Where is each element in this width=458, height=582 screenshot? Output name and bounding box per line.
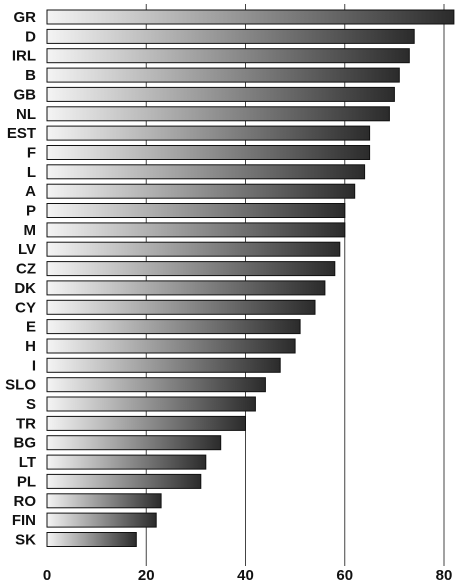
bar-b <box>46 67 400 83</box>
category-label-est: EST <box>7 125 36 142</box>
bar-f <box>46 145 371 160</box>
bar-p <box>46 203 346 218</box>
x-tick-label-20: 20 <box>138 567 155 582</box>
x-tick-label-0: 0 <box>43 567 51 582</box>
bar-h <box>46 338 296 354</box>
bar-e <box>46 319 301 335</box>
bar-pl <box>46 473 202 489</box>
category-label-pl: PL <box>17 473 36 490</box>
category-label-cy: CY <box>15 299 36 316</box>
bar-s <box>46 396 256 412</box>
bar-d <box>46 28 415 44</box>
bar-est <box>46 125 371 141</box>
bar-gb <box>46 86 395 102</box>
bar-cy <box>46 299 316 315</box>
bar-fin <box>46 512 157 528</box>
bar-a <box>46 183 356 199</box>
bar-bg <box>46 435 222 451</box>
category-label-slo: SLO <box>5 377 36 394</box>
category-label-cz: CZ <box>16 261 36 278</box>
bar-slo <box>46 377 266 393</box>
x-tick-labels: 0 20 40 60 80 <box>43 567 453 582</box>
bars <box>46 9 455 547</box>
bar-lv <box>46 241 341 257</box>
category-label-gb: GB <box>14 86 37 103</box>
category-label-a: A <box>25 183 36 200</box>
bar-gr <box>46 9 455 25</box>
category-label-ro: RO <box>14 493 37 510</box>
category-label-sk: SK <box>15 532 36 549</box>
bar-tr <box>46 415 246 431</box>
category-label-fin: FIN <box>12 512 36 529</box>
category-label-nl: NL <box>16 106 36 123</box>
category-label-l: L <box>27 164 36 181</box>
category-label-bg: BG <box>14 435 37 452</box>
bar-i <box>46 357 281 373</box>
category-label-e: E <box>26 319 36 336</box>
category-label-gr: GR <box>14 9 37 26</box>
bar-ro <box>46 493 162 509</box>
category-label-f: F <box>27 145 36 162</box>
category-label-lt: LT <box>19 454 36 471</box>
category-label-dk: DK <box>14 280 36 297</box>
category-label-lv: LV <box>18 241 36 258</box>
category-label-d: D <box>25 28 36 45</box>
x-tick-label-60: 60 <box>336 567 353 582</box>
x-tick-label-40: 40 <box>237 567 254 582</box>
category-label-b: B <box>25 67 36 84</box>
category-label-m: M <box>24 222 37 239</box>
category-label-i: I <box>32 357 36 374</box>
x-tick-label-80: 80 <box>436 567 453 582</box>
bar-sk <box>46 532 137 547</box>
bar-cz <box>46 261 336 277</box>
bar-irl <box>46 48 410 64</box>
category-label-h: H <box>25 338 36 355</box>
bar-lt <box>46 454 207 470</box>
category-label-tr: TR <box>16 415 36 432</box>
category-label-s: S <box>26 396 36 413</box>
category-label-p: P <box>26 203 36 220</box>
bar-nl <box>46 106 390 122</box>
bar-dk <box>46 280 326 296</box>
bar-l <box>46 164 366 180</box>
category-label-irl: IRL <box>12 48 36 65</box>
bar-m <box>46 222 346 238</box>
